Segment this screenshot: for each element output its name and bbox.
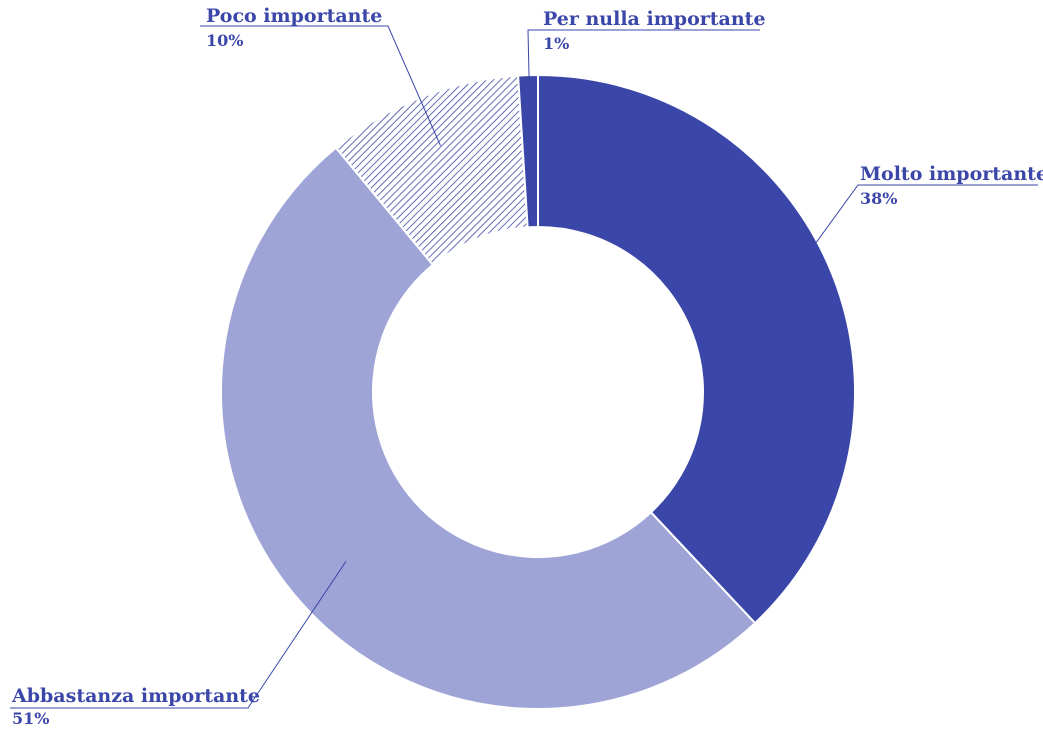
labels-group: Molto importante 38% Abbastanza importante… [11,5,1043,728]
slice-label: Abbastanza importante [11,685,260,707]
leader-line [527,29,760,173]
leader-line [10,561,347,709]
slice-value-label: 1% [543,34,569,53]
slice-value-label: 38% [860,189,897,208]
slices-group [219,73,856,710]
slice-label: Per nulla importante [543,8,766,30]
slice-label: Poco importante [206,5,382,27]
donut-slice-abbastanza-importante [219,146,757,710]
slice-value-label: 51% [12,709,49,728]
leader-lines-group [10,25,1038,709]
leader-line [775,184,1038,299]
slice-label: Molto importante [860,163,1043,185]
donut-slice-molto-importante [537,73,856,625]
slice-value-label: 10% [206,31,243,50]
donut-slice-per-nulla-importante [517,73,539,229]
leader-line [200,25,441,146]
